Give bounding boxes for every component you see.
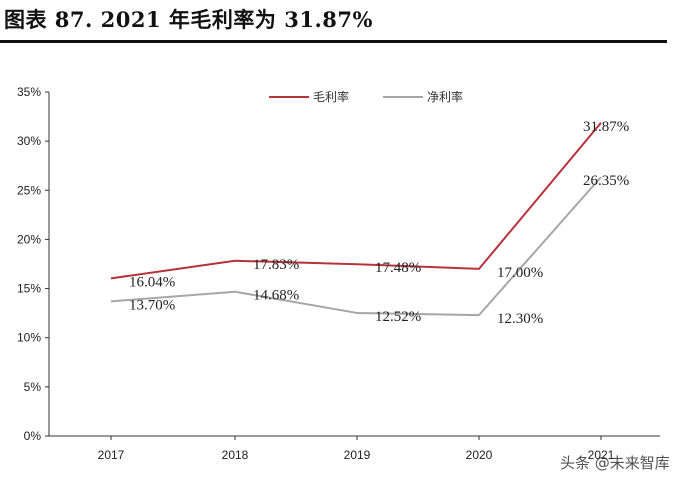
y-tick-label: 35% [17, 85, 41, 99]
x-tick-label: 2019 [344, 448, 371, 462]
y-tick-label: 0% [24, 429, 42, 443]
y-tick-label: 15% [17, 282, 41, 296]
legend-gross-margin-label: 毛利率 [313, 89, 349, 104]
title-rule [0, 40, 667, 43]
watermark: 头条 @未来智库 [560, 454, 670, 472]
y-tick-label: 25% [17, 183, 41, 197]
y-tick-label: 20% [17, 232, 41, 246]
net-margin-label: 26.35% [583, 173, 629, 189]
net-margin-label: 14.68% [253, 288, 299, 304]
y-tick-label: 5% [24, 380, 42, 394]
y-tick-label: 30% [17, 134, 41, 148]
gross-margin-label: 17.48% [375, 260, 421, 276]
x-tick-label: 2021 [588, 448, 615, 462]
figure-title: 图表 87. 2021 年毛利率为 31.87% [4, 7, 373, 32]
net-margin-label: 13.70% [129, 297, 175, 313]
net-margin-line [110, 176, 602, 317]
legend-net-margin-label: 净利率 [427, 89, 463, 104]
net-margin-label: 12.30% [497, 311, 543, 327]
y-tick-label: 10% [17, 331, 41, 345]
gross-margin-label: 16.04% [129, 274, 175, 290]
gross-margin-label: 17.83% [253, 257, 299, 273]
gross-margin-label: 31.87% [583, 119, 629, 135]
x-tick-label: 2017 [98, 448, 125, 462]
gross-margin-line [110, 122, 602, 280]
net-margin-label: 12.52% [375, 309, 421, 325]
x-tick-label: 2018 [222, 448, 249, 462]
x-tick-label: 2020 [466, 448, 493, 462]
gross-margin-label: 17.00% [497, 265, 543, 281]
